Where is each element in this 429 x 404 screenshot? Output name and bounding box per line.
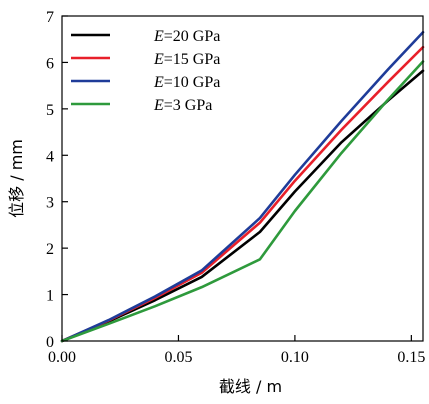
legend-label-variable: E: [153, 28, 164, 45]
legend-label-variable: E: [153, 97, 164, 114]
x-tick-label: 0.10: [281, 349, 309, 366]
legend-label-value: =20 GPa: [164, 28, 221, 45]
y-tick-label: 3: [46, 195, 54, 212]
y-tick-label: 2: [46, 241, 54, 258]
x-tick-label: 0.15: [397, 349, 425, 366]
legend-label-2: E=15 GPa: [153, 51, 220, 68]
legend-label-1: E=20 GPa: [153, 28, 220, 45]
legend-label-value: =15 GPa: [164, 51, 221, 68]
legend-label-value: =10 GPa: [164, 74, 221, 91]
y-tick-label: 5: [46, 102, 54, 119]
legend-label-3: E=10 GPa: [153, 74, 220, 91]
series-line-3: [60, 30, 425, 343]
series-line-1: [60, 69, 425, 343]
y-tick-label: 0: [46, 334, 54, 351]
y-tick-label: 4: [46, 148, 54, 165]
x-tick-label: 0.05: [164, 349, 192, 366]
legend-label-variable: E: [153, 51, 164, 68]
y-axis-title: 位移 / mm: [7, 139, 26, 218]
legend-label-variable: E: [153, 74, 164, 91]
legend-label-value: =3 GPa: [164, 97, 213, 114]
y-tick-label: 6: [46, 55, 54, 72]
series-line-4: [60, 60, 425, 343]
x-axis-title: 截线 / m: [219, 377, 282, 396]
x-tick-label: 0.00: [48, 349, 76, 366]
y-tick-label: 1: [46, 288, 54, 305]
y-tick-label: 7: [46, 9, 54, 26]
plot-frame: [61, 15, 424, 342]
legend-label-4: E=3 GPa: [153, 97, 212, 114]
